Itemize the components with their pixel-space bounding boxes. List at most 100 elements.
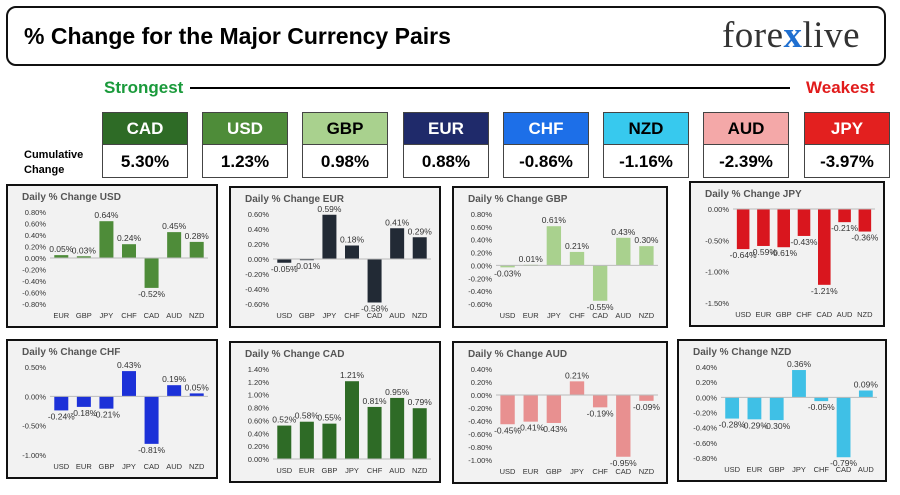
y-tick-label: 0.50%	[25, 363, 47, 372]
y-tick-label: 0.60%	[248, 210, 270, 219]
tile-currency: AUD	[704, 113, 788, 145]
bar-data-label: 0.09%	[854, 380, 879, 390]
strength-tile-nzd: NZD -1.16%	[603, 112, 689, 178]
bar-usd	[725, 397, 740, 419]
bar-usd	[54, 396, 69, 411]
chart-title: Daily % Change USD	[22, 192, 121, 203]
y-tick-label: -0.60%	[468, 300, 492, 309]
y-tick-label: -0.60%	[468, 430, 492, 439]
bar-data-label: -0.64%	[730, 250, 757, 260]
chart-title: Daily % Change GBP	[468, 194, 568, 205]
bar-data-label: 0.24%	[117, 233, 142, 243]
chart-panel-aud: Daily % Change AUD 0.40% 0.20% 0.00% -0.20% -…	[452, 341, 668, 484]
y-tick-label: 0.60%	[471, 223, 493, 232]
tile-currency: GBP	[303, 113, 387, 145]
logo-text-right: live	[802, 15, 860, 56]
tile-currency: CHF	[504, 113, 588, 145]
bar-jpy	[322, 214, 337, 259]
y-tick-label: -0.60%	[22, 289, 46, 298]
bar-data-label: -0.81%	[138, 445, 165, 455]
bar-data-label: 0.21%	[565, 241, 590, 251]
bar-chart: Daily % Change NZD0.40%0.20%0.00%-0.20%-…	[679, 341, 885, 480]
x-category-label: JPY	[122, 462, 136, 471]
bar-chart: Daily % Change USD0.80%0.60%0.40%0.20%0.…	[8, 186, 216, 326]
bar-data-label: 0.03%	[72, 245, 97, 255]
bar-data-label: 0.43%	[117, 360, 142, 370]
bar-usd	[500, 265, 515, 268]
bar-data-label: 0.01%	[519, 254, 544, 264]
bar-eur	[299, 421, 314, 459]
y-tick-label: 0.80%	[471, 210, 493, 219]
bar-data-label: -0.95%	[610, 458, 637, 468]
y-tick-label: -1.00%	[22, 451, 46, 460]
bar-data-label: -0.05%	[271, 264, 298, 274]
bar-nzd	[639, 246, 654, 266]
cumulative-change-label: Cumulative Change	[24, 148, 83, 178]
chart-title: Daily % Change AUD	[468, 349, 567, 360]
tile-cumulative-value: 5.30%	[120, 152, 170, 171]
y-tick-label: 0.40%	[471, 236, 493, 245]
chart-panel-cad: Daily % Change CAD 1.40% 1.20% 1.00% 0.80% 0.…	[229, 341, 441, 483]
y-tick-label: 0.00%	[471, 261, 493, 270]
bar-chart: Daily % Change AUD 0.40% 0.20% 0.00% -0.20% -…	[454, 343, 666, 482]
x-category-label: NZD	[857, 310, 873, 319]
x-category-label: CAD	[144, 462, 160, 471]
x-category-label: EUR	[299, 466, 315, 475]
bar-data-label: 0.41%	[385, 217, 410, 227]
bar-data-label: -0.29%	[741, 420, 768, 430]
y-tick-label: 0.20%	[471, 249, 493, 258]
y-tick-label: 0.20%	[248, 240, 270, 249]
x-category-label: NZD	[189, 311, 205, 320]
bar-data-label: 0.29%	[408, 226, 433, 236]
bar-nzd	[858, 209, 872, 232]
bar-data-label: -0.55%	[587, 302, 614, 312]
x-category-label: EUR	[76, 462, 92, 471]
bar-data-label: 0.21%	[565, 370, 590, 380]
x-category-label: JPY	[792, 465, 806, 474]
y-tick-label: -0.80%	[468, 443, 492, 452]
tile-cumulative-value: -2.39%	[719, 152, 773, 171]
chart-panel-eur: Daily % Change EUR 0.60% 0.40% 0.20% 0.00% -0…	[229, 186, 441, 328]
bar-gbp	[322, 423, 337, 459]
y-tick-label: -0.80%	[693, 454, 717, 463]
x-category-label: GBP	[299, 311, 315, 320]
y-tick-label: 0.40%	[248, 225, 270, 234]
x-category-label: GBP	[76, 311, 92, 320]
bar-chf	[345, 245, 359, 259]
bar-eur	[76, 396, 91, 407]
bar-chart: Daily % Change EUR0.60%0.40%0.20%0.00%-0…	[231, 188, 439, 326]
bar-cad	[592, 265, 608, 301]
bar-data-label: 0.61%	[542, 215, 567, 225]
y-tick-label: -0.40%	[245, 285, 269, 294]
x-category-label: USD	[500, 467, 516, 476]
y-tick-label: -0.20%	[22, 266, 46, 275]
strength-tile-eur: EUR 0.88%	[403, 112, 489, 178]
forexlive-logo[interactable]: forexlive	[722, 14, 860, 57]
x-category-label: CAD	[615, 467, 631, 476]
y-tick-label: -0.20%	[468, 404, 492, 413]
bar-jpy	[546, 226, 562, 266]
bar-jpy	[99, 221, 114, 258]
bar-chart: Daily % Change GBP 0.80% 0.60% 0.40% 0.20% 0.…	[454, 188, 666, 326]
bar-aud	[390, 228, 405, 259]
y-tick-label: -0.60%	[693, 439, 717, 448]
y-tick-label: 0.00%	[248, 255, 270, 264]
bar-usd	[736, 209, 750, 250]
x-category-label: GBP	[322, 466, 338, 475]
y-tick-label: 0.00%	[471, 391, 493, 400]
y-tick-label: -0.20%	[245, 270, 269, 279]
bar-nzd	[412, 408, 427, 459]
bar-jpy	[569, 381, 585, 395]
x-category-label: NZD	[412, 311, 428, 320]
tile-currency: USD	[203, 113, 287, 145]
tile-currency: JPY	[805, 113, 889, 145]
tile-cumulative-value: 1.23%	[220, 152, 270, 171]
chart-panel-chf: Daily % Change CHF 0.50% 0.00% -0.50% -1.00%…	[6, 339, 218, 479]
bar-data-label: -0.52%	[138, 289, 165, 299]
bar-eur	[54, 255, 69, 258]
bar-gbp	[769, 397, 784, 421]
x-category-label: AUD	[389, 311, 405, 320]
bar-data-label: -0.43%	[540, 424, 567, 434]
bar-data-label: -0.01%	[293, 261, 320, 271]
y-tick-label: 0.20%	[25, 243, 47, 252]
